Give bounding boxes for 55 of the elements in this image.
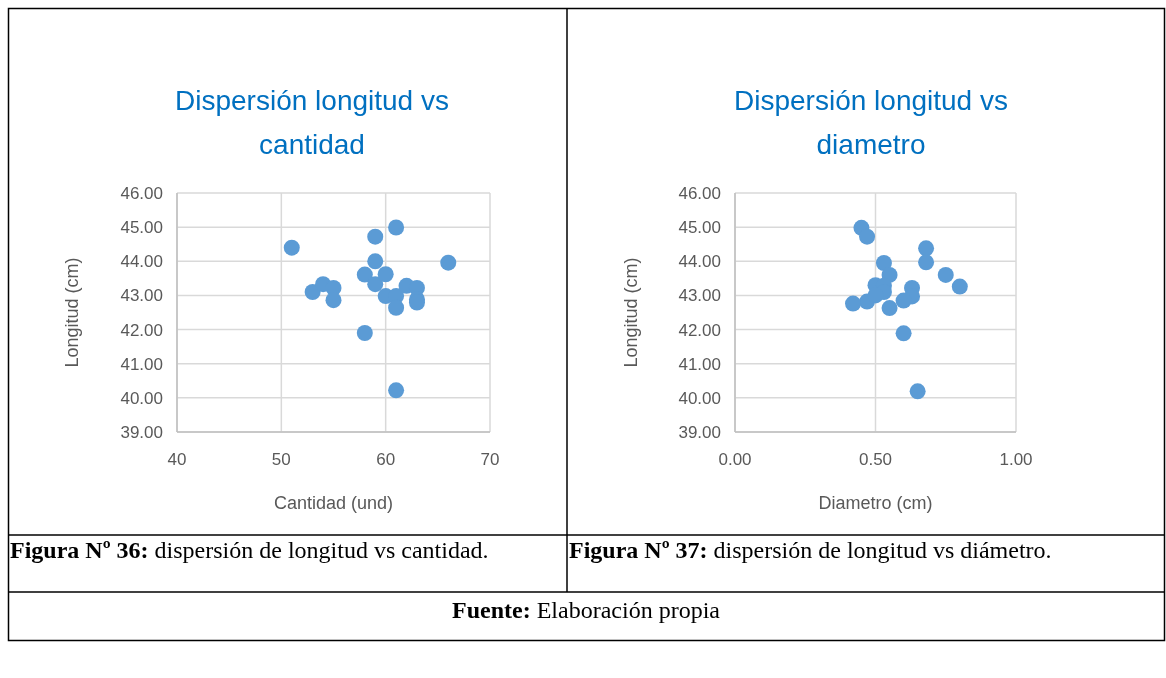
point [356,266,373,283]
x-tick-label: 40 [167,450,187,469]
y-tick-label: 40.00 [678,388,721,408]
point [859,228,876,245]
point [951,278,968,295]
point [875,254,892,271]
point [440,254,457,271]
y-tick-label: 39.00 [678,422,721,442]
point [367,276,384,293]
y-tick-label: 42.00 [678,320,721,340]
point [388,382,405,399]
point [283,239,300,256]
point [845,295,862,312]
y-tick-label: 42.00 [120,320,163,340]
y-tick-label: 45.00 [678,218,721,238]
y-tick-label: 41.00 [120,354,163,374]
y-tick-label: 46.00 [120,183,163,203]
point [895,292,912,309]
y-axis-title: Longitud (cm) [62,257,82,368]
point [937,266,954,283]
point [356,324,373,341]
y-tick-label: 44.00 [120,252,163,272]
y-tick-label: 39.00 [120,422,163,442]
point [367,228,384,245]
source-note: Fuente: Elaboración propia [452,597,721,623]
point [918,254,935,271]
point [909,383,926,400]
y-tick-label: 43.00 [678,286,721,306]
text: Figura Nº 37: dispersión de longitud vs diámetro. [569,537,1052,563]
x-tick-label: 0.00 [718,450,752,469]
x-tick-label: 50 [271,450,291,469]
point [388,219,405,236]
y-tick-label: 40.00 [120,388,163,408]
point [367,253,384,270]
point [881,300,898,317]
y-tick-label: 45.00 [120,218,163,238]
text: Figura Nº 36: dispersión de longitud vs cantidad. [10,537,489,563]
x-tick-label: 0.50 [858,450,893,469]
x-axis-title: Diametro (cm) [818,493,933,513]
point [304,284,321,301]
chart-title: Dispersión longitud vs diametro [734,85,1008,160]
x-tick-label: 1.00 [999,450,1033,469]
y-tick-label: 44.00 [678,252,721,272]
chart-title: Dispersión longitud vs cantidad [175,85,449,160]
point [895,325,912,342]
x-tick-label: 60 [376,450,396,469]
y-tick-label: 46.00 [678,183,721,203]
y-tick-label: 41.00 [678,354,721,374]
y-axis-title: Longitud (cm) [621,257,641,368]
point [325,292,342,309]
point [918,240,935,257]
x-tick-label: 70 [480,450,500,469]
point [377,266,394,283]
x-axis-title: Cantidad (und) [273,493,394,513]
y-tick-label: 43.00 [120,286,163,306]
